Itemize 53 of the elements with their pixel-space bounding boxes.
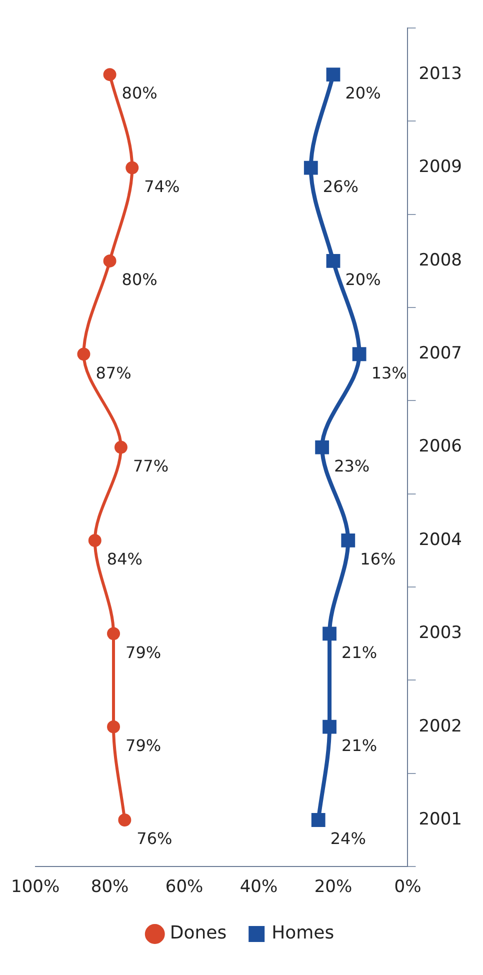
point: [304, 160, 318, 175]
point: [322, 626, 336, 641]
point: [322, 720, 336, 734]
y-tick-label: 2007: [418, 344, 462, 364]
x-tick-label: 40%: [240, 877, 278, 898]
data-label: 80%: [122, 84, 158, 103]
point: [315, 440, 330, 454]
data-label: 76%: [136, 829, 172, 848]
data-label: 13%: [371, 363, 407, 382]
point: [326, 68, 340, 82]
data-label: 77%: [132, 456, 169, 476]
data-label: 21%: [342, 642, 378, 662]
point: [114, 440, 128, 454]
data-label: 80%: [122, 270, 158, 290]
point: [103, 254, 116, 268]
data-label: 87%: [96, 363, 132, 382]
data-label: 21%: [342, 736, 378, 755]
y-tick-label: 2009: [418, 157, 462, 178]
point: [107, 720, 120, 734]
x-tick-label: 100%: [10, 877, 60, 898]
legend-label: Homes: [272, 922, 334, 944]
y-tick-label: 2001: [418, 809, 462, 830]
y-tick-label: 2002: [418, 716, 462, 736]
point: [326, 254, 340, 268]
point: [311, 813, 326, 827]
y-tick-label: 2003: [418, 623, 462, 644]
x-tick-label: 60%: [165, 877, 204, 898]
point: [88, 534, 102, 547]
point: [107, 627, 120, 640]
point: [77, 348, 90, 361]
point: [341, 534, 356, 548]
legend-label: Dones: [170, 922, 227, 944]
point: [103, 68, 116, 82]
data-label: 79%: [126, 642, 162, 662]
data-label: 24%: [330, 829, 366, 848]
x-tick-label: 80%: [90, 877, 129, 898]
data-label: 20%: [345, 270, 381, 290]
point: [118, 814, 132, 827]
x-tick-label: 20%: [314, 877, 352, 898]
data-label: 79%: [126, 736, 162, 755]
data-label: 23%: [334, 456, 370, 476]
x-tick-label: 0%: [394, 877, 422, 898]
data-label: 74%: [144, 176, 180, 196]
data-label: 26%: [322, 176, 358, 196]
data-label: 84%: [106, 550, 142, 569]
y-tick-label: 2008: [418, 250, 462, 270]
point: [126, 161, 139, 174]
y-tick-label: 2006: [418, 436, 462, 457]
y-tick-label: 2004: [418, 530, 462, 550]
point: [352, 347, 366, 362]
data-label: 20%: [345, 84, 381, 103]
y-tick-label: 2013: [418, 64, 462, 84]
data-label: 16%: [360, 550, 396, 569]
